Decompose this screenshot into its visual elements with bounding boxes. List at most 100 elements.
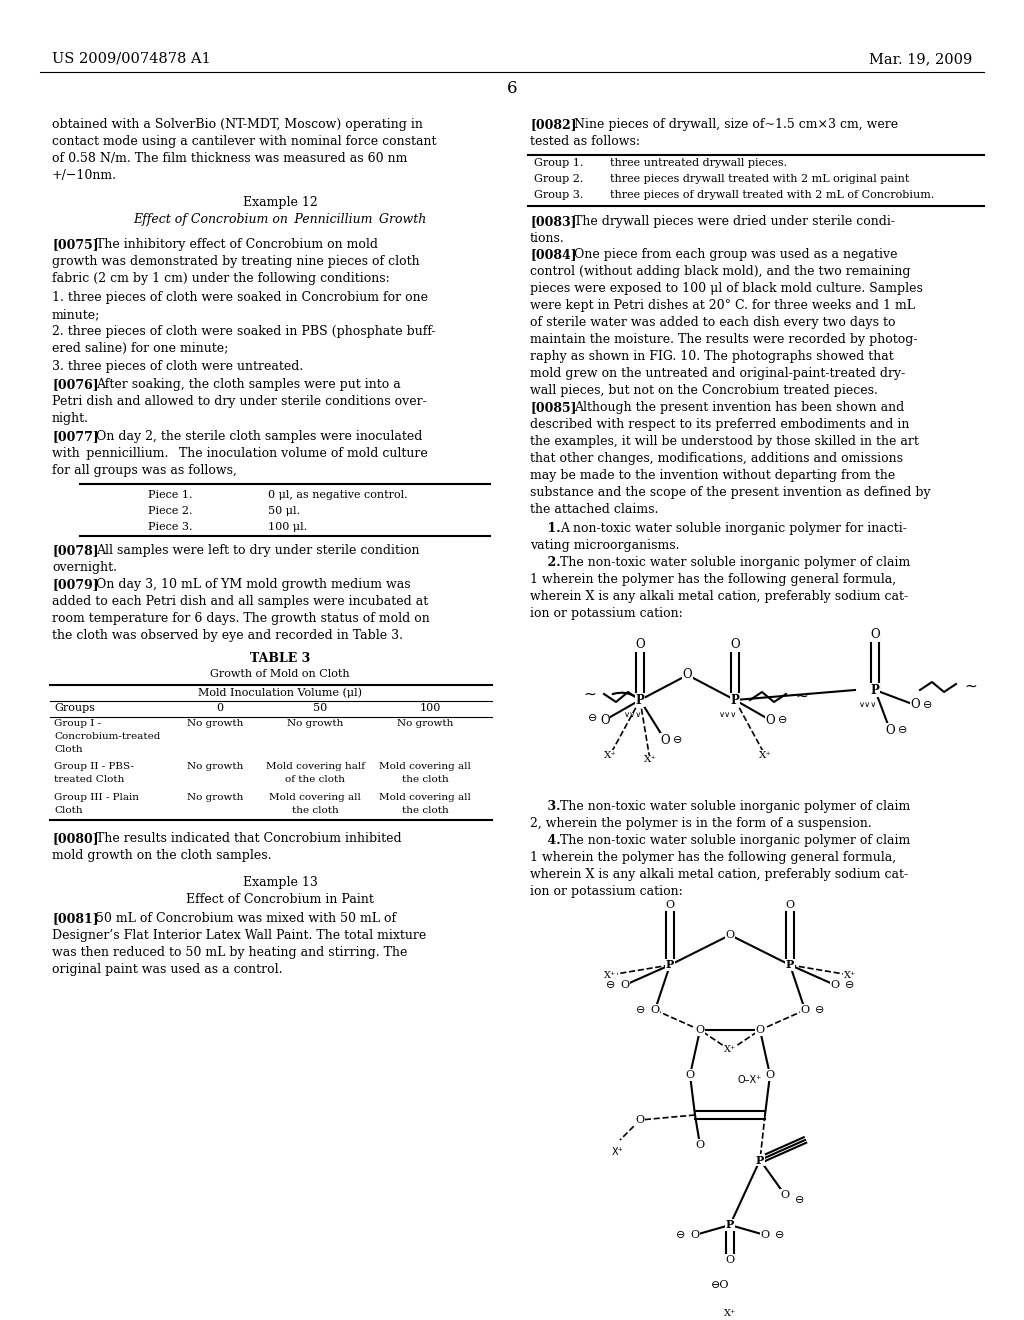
- Text: may be made to the invention without departing from the: may be made to the invention without dep…: [530, 469, 895, 482]
- Text: of the cloth: of the cloth: [285, 775, 345, 784]
- Text: Group I -: Group I -: [54, 719, 101, 729]
- Text: [0082]: [0082]: [530, 117, 577, 131]
- Text: three pieces of drywall treated with 2 mL of Concrobium.: three pieces of drywall treated with 2 m…: [610, 190, 934, 201]
- Text: 4.: 4.: [530, 834, 560, 847]
- Text: Group 1.: Group 1.: [534, 158, 584, 168]
- Text: X⁺: X⁺: [759, 751, 771, 759]
- Text: [0076]: [0076]: [52, 378, 98, 391]
- Text: O: O: [785, 900, 795, 909]
- Text: X⁺: X⁺: [724, 1045, 736, 1055]
- Text: One piece from each group was used as a negative: One piece from each group was used as a …: [574, 248, 897, 261]
- Text: P: P: [870, 684, 880, 697]
- Text: The non-toxic water soluble inorganic polymer of claim: The non-toxic water soluble inorganic po…: [560, 556, 910, 569]
- Text: 1 wherein the polymer has the following general formula,: 1 wherein the polymer has the following …: [530, 851, 896, 865]
- Text: The non-toxic water soluble inorganic polymer of claim: The non-toxic water soluble inorganic po…: [560, 800, 910, 813]
- Text: O: O: [695, 1140, 705, 1150]
- Text: TABLE 3: TABLE 3: [250, 652, 310, 665]
- Text: O: O: [621, 979, 630, 990]
- Text: A non-toxic water soluble inorganic polymer for inacti-: A non-toxic water soluble inorganic poly…: [560, 521, 907, 535]
- Text: Group III - Plain: Group III - Plain: [54, 793, 139, 803]
- Text: No growth: No growth: [287, 719, 343, 729]
- Text: 6: 6: [507, 81, 517, 96]
- Text: ⊖: ⊖: [673, 735, 682, 744]
- Text: ⊖O: ⊖O: [711, 1280, 729, 1290]
- Text: ⊖: ⊖: [588, 713, 597, 723]
- Text: O: O: [636, 1115, 644, 1125]
- Text: X⁺: X⁺: [604, 970, 616, 979]
- Text: O: O: [650, 1005, 659, 1015]
- Text: P: P: [666, 960, 674, 970]
- Text: [0084]: [0084]: [530, 248, 577, 261]
- Text: Mold Inoculation Volume (μl): Mold Inoculation Volume (μl): [198, 686, 362, 697]
- Text: ∨∨∨: ∨∨∨: [719, 710, 737, 719]
- Text: ⊖: ⊖: [778, 715, 787, 725]
- Text: Mar. 19, 2009: Mar. 19, 2009: [868, 51, 972, 66]
- Text: O: O: [761, 1230, 770, 1239]
- Text: O: O: [600, 714, 610, 726]
- Text: Mold covering all: Mold covering all: [269, 793, 360, 803]
- Text: O: O: [660, 734, 670, 747]
- Text: mold grew on the untreated and original-paint-treated dry-: mold grew on the untreated and original-…: [530, 367, 905, 380]
- Text: P: P: [785, 960, 795, 970]
- Text: O: O: [695, 1026, 705, 1035]
- Text: [0075]: [0075]: [52, 238, 98, 251]
- Text: 3. three pieces of cloth were untreated.: 3. three pieces of cloth were untreated.: [52, 360, 303, 374]
- Text: Mold covering half: Mold covering half: [265, 762, 365, 771]
- Text: the cloth was observed by eye and recorded in Table 3.: the cloth was observed by eye and record…: [52, 630, 403, 642]
- Text: fabric (2 cm by 1 cm) under the following conditions:: fabric (2 cm by 1 cm) under the followin…: [52, 272, 390, 285]
- Text: ∨∨∨: ∨∨∨: [859, 700, 878, 709]
- Text: control (without adding black mold), and the two remaining: control (without adding black mold), and…: [530, 265, 910, 279]
- Text: 2.: 2.: [530, 556, 560, 569]
- Text: treated Cloth: treated Cloth: [54, 775, 124, 784]
- Text: Concrobium-treated: Concrobium-treated: [54, 733, 161, 741]
- Text: 2. three pieces of cloth were soaked in PBS (phosphate buff-: 2. three pieces of cloth were soaked in …: [52, 325, 435, 338]
- Text: room temperature for 6 days. The growth status of mold on: room temperature for 6 days. The growth …: [52, 612, 430, 624]
- Text: ered saline) for one minute;: ered saline) for one minute;: [52, 342, 228, 355]
- Text: added to each Petri dish and all samples were incubated at: added to each Petri dish and all samples…: [52, 595, 428, 609]
- Text: O: O: [765, 714, 775, 726]
- Text: Cloth: Cloth: [54, 744, 83, 754]
- Text: All samples were left to dry under sterile condition: All samples were left to dry under steri…: [96, 544, 420, 557]
- Text: were kept in Petri dishes at 20° C. for three weeks and 1 mL: were kept in Petri dishes at 20° C. for …: [530, 300, 915, 312]
- Text: substance and the scope of the present invention as defined by: substance and the scope of the present i…: [530, 486, 931, 499]
- Text: tions.: tions.: [530, 232, 565, 246]
- Text: O: O: [830, 979, 840, 990]
- Text: for all groups was as follows,: for all groups was as follows,: [52, 465, 237, 477]
- Text: ion or potassium cation:: ion or potassium cation:: [530, 884, 683, 898]
- Text: Nine pieces of drywall, size of~1.5 cm×3 cm, were: Nine pieces of drywall, size of~1.5 cm×3…: [574, 117, 898, 131]
- Text: After soaking, the cloth samples were put into a: After soaking, the cloth samples were pu…: [96, 378, 400, 391]
- Text: X⁺: X⁺: [844, 970, 856, 979]
- Text: original paint was used as a control.: original paint was used as a control.: [52, 964, 283, 975]
- Text: Cloth: Cloth: [54, 807, 83, 814]
- Text: P: P: [731, 693, 739, 706]
- Text: P: P: [726, 1220, 734, 1230]
- Text: described with respect to its preferred embodiments and in: described with respect to its preferred …: [530, 418, 909, 432]
- Text: ~: ~: [795, 689, 808, 704]
- Text: O: O: [801, 1005, 810, 1015]
- Text: +/−10nm.: +/−10nm.: [52, 169, 117, 182]
- Text: O: O: [725, 931, 734, 940]
- Text: 50 mL of Concrobium was mixed with 50 mL of: 50 mL of Concrobium was mixed with 50 mL…: [96, 912, 396, 925]
- Text: O: O: [730, 639, 739, 652]
- Text: On day 2, the sterile cloth samples were inoculated: On day 2, the sterile cloth samples were…: [96, 430, 422, 444]
- Text: [0081]: [0081]: [52, 912, 98, 925]
- Text: No growth: No growth: [186, 719, 243, 729]
- Text: O: O: [910, 698, 920, 711]
- Text: P: P: [636, 693, 644, 706]
- Text: ∨∨∨: ∨∨∨: [624, 710, 642, 719]
- Text: 0: 0: [216, 704, 223, 713]
- Text: O: O: [870, 628, 880, 642]
- Text: ⊖: ⊖: [775, 1230, 784, 1239]
- Text: night.: night.: [52, 412, 89, 425]
- Text: 1 wherein the polymer has the following general formula,: 1 wherein the polymer has the following …: [530, 573, 896, 586]
- Text: pieces were exposed to 100 μl of black mold culture. Samples: pieces were exposed to 100 μl of black m…: [530, 282, 923, 294]
- Text: [0080]: [0080]: [52, 832, 98, 845]
- Text: ⊖: ⊖: [636, 1005, 645, 1015]
- Text: Effect of Concrobium on  Pennicillium  Growth: Effect of Concrobium on Pennicillium Gro…: [133, 213, 427, 226]
- Text: tested as follows:: tested as follows:: [530, 135, 640, 148]
- Text: Piece 3.: Piece 3.: [148, 521, 193, 532]
- Text: overnight.: overnight.: [52, 561, 117, 574]
- Text: wall pieces, but not on the Concrobium treated pieces.: wall pieces, but not on the Concrobium t…: [530, 384, 878, 397]
- Text: 1.: 1.: [530, 521, 560, 535]
- Text: O: O: [666, 900, 675, 909]
